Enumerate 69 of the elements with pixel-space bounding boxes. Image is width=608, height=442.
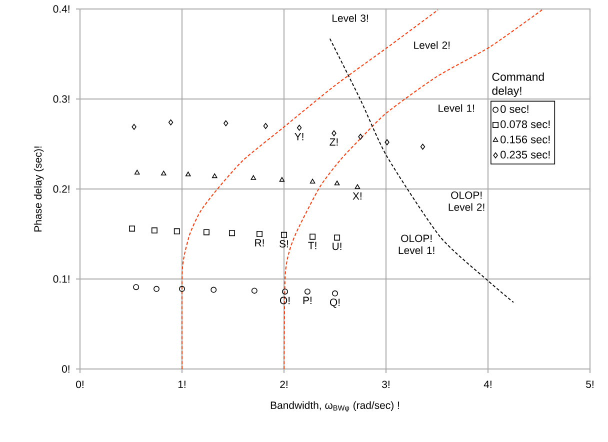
point xyxy=(332,290,338,296)
annotation: Level 1! xyxy=(438,104,474,112)
x-tick-label: 4! xyxy=(484,380,492,388)
x-tick-label: 5! xyxy=(586,380,594,388)
x-axis-title: Bandwidth, ω$_{BWφ}$ (rad/sec) ! xyxy=(270,401,399,412)
y-tick-label: 0.1! xyxy=(53,275,70,283)
x-tick-label: 0! xyxy=(76,380,84,388)
annotation: OLOP! Level 2! xyxy=(448,192,484,211)
annotation: S! xyxy=(280,240,288,248)
y-tick-label: 0.2! xyxy=(53,185,70,193)
annotation: Y! xyxy=(294,133,304,140)
point xyxy=(296,124,302,131)
point xyxy=(174,228,180,234)
annotation: U! xyxy=(332,242,342,250)
point xyxy=(384,139,390,146)
point xyxy=(334,234,340,241)
annotation: Level 3! xyxy=(332,14,368,22)
annotation: O! xyxy=(280,296,290,304)
point xyxy=(420,144,426,150)
legend-label: 0 sec! xyxy=(500,105,528,113)
point xyxy=(251,288,258,294)
annotation: T! xyxy=(308,242,316,250)
annotation: Q! xyxy=(330,298,340,308)
annotation: Level 2! xyxy=(414,41,450,49)
point xyxy=(154,286,160,292)
point xyxy=(354,184,360,189)
point xyxy=(179,286,185,292)
point xyxy=(358,134,363,140)
point xyxy=(310,178,316,184)
y-tick-label: 0! xyxy=(62,365,70,373)
point xyxy=(281,232,287,238)
point xyxy=(310,234,316,240)
point xyxy=(282,288,288,295)
annotation: P! xyxy=(303,296,312,304)
y-axis-title: Phase delay (sec)! xyxy=(34,146,44,232)
annotation: OLOP! Level 1! xyxy=(398,234,434,254)
point xyxy=(256,231,263,237)
legend-title: Command delay! xyxy=(492,72,544,98)
point xyxy=(185,172,191,176)
point xyxy=(129,226,136,232)
point xyxy=(304,288,310,295)
y-tick-label: 0.4! xyxy=(53,5,70,13)
point xyxy=(132,124,136,130)
point xyxy=(279,177,285,182)
point xyxy=(134,170,140,174)
x-tick-label: 1! xyxy=(178,380,186,388)
y-tick-label: 0.3! xyxy=(53,95,70,103)
point xyxy=(203,229,210,236)
point xyxy=(212,173,218,178)
x-tick-label: 2! xyxy=(280,380,288,388)
legend-label: 0.235 sec! xyxy=(500,150,550,159)
annotation: Z! xyxy=(330,138,338,146)
point xyxy=(151,227,158,234)
annotation: R! xyxy=(255,239,264,246)
legend-label: 0.156 sec! xyxy=(500,136,550,144)
x-tick-label: 3! xyxy=(382,380,390,388)
point xyxy=(210,286,217,293)
point xyxy=(250,175,256,180)
line-series xyxy=(181,9,439,369)
point xyxy=(334,180,340,186)
point xyxy=(332,130,336,136)
point xyxy=(161,170,166,176)
point xyxy=(224,120,228,126)
point xyxy=(168,119,174,126)
legend-label: 0.078 sec! xyxy=(500,120,550,128)
point xyxy=(263,123,268,129)
point xyxy=(133,284,140,290)
point xyxy=(228,230,235,236)
annotation: X! xyxy=(352,192,362,200)
